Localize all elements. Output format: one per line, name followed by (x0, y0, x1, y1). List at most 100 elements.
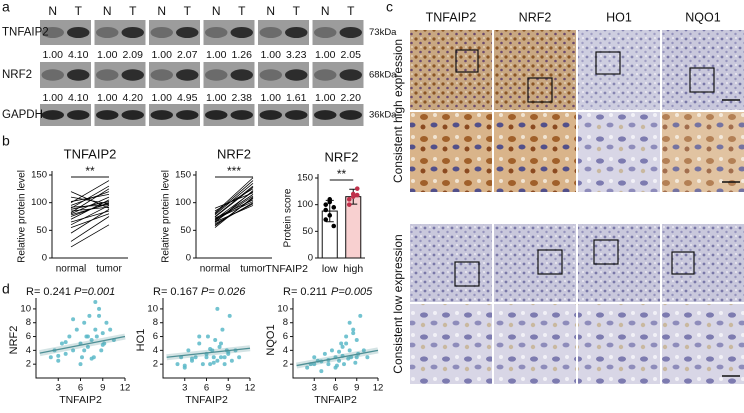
size-label: 73kDa (369, 27, 397, 38)
y-tick-label: 10 (20, 303, 31, 314)
lane-label: N (48, 4, 57, 18)
data-point (229, 358, 234, 363)
r-annotation: R= 0.167 (153, 286, 198, 298)
blot-band (67, 110, 90, 120)
ihc-image (494, 30, 576, 110)
column-title: NRF2 (519, 10, 552, 24)
blot-band (259, 110, 282, 120)
blot-band (41, 27, 64, 38)
pair-line (70, 193, 110, 202)
pair-line (214, 177, 254, 213)
blot-band (121, 110, 144, 120)
data-point (63, 351, 68, 356)
x-tick-label: 9 (226, 383, 231, 394)
lane-label: N (212, 4, 221, 18)
data-point (56, 353, 61, 358)
data-point (346, 197, 352, 202)
data-point (327, 213, 333, 218)
data-point (79, 355, 84, 360)
ratio-label: 1.00 (152, 49, 173, 61)
data-point (354, 355, 359, 360)
pair-line (214, 186, 254, 218)
lane-label: T (129, 4, 137, 18)
y-tick-label: 4 (26, 345, 31, 356)
data-point (190, 356, 194, 361)
data-point (346, 202, 352, 207)
pair-line (70, 191, 110, 206)
x-tick-label: high (343, 263, 363, 275)
data-point (365, 355, 370, 360)
data-point (97, 306, 102, 311)
ihc-image (494, 304, 576, 384)
pair-line (70, 201, 110, 210)
pair-line (214, 180, 254, 215)
p-annotation: P=0.001 (74, 286, 115, 298)
blot-band (285, 69, 308, 81)
blot-band (205, 27, 228, 38)
data-point (182, 363, 187, 368)
ihc-image (410, 30, 492, 110)
data-point (351, 331, 356, 336)
x-tick-label: 9 (354, 383, 359, 394)
ratio-label: 1.00 (43, 49, 64, 61)
axis-line (292, 298, 378, 379)
chart: 2 4 6 8 10 HO1 3 6 9 12 TNFAIP2 R= 0.167 P= 0.026 (135, 286, 255, 406)
axis-line (162, 298, 250, 379)
blot-strip (94, 104, 146, 126)
blot-band (176, 110, 199, 120)
data-point (104, 320, 109, 325)
data-point (193, 355, 198, 360)
ratio-label: 4.20 (123, 92, 144, 104)
data-point (63, 340, 68, 345)
data-point (312, 362, 317, 367)
ratio-label: 1.00 (97, 49, 118, 61)
y-tick-label: 8 (153, 317, 158, 328)
data-point (71, 348, 76, 353)
ihc-images (410, 30, 744, 384)
ihc-image (494, 112, 576, 192)
panel-label: c (386, 0, 393, 15)
blot-band (41, 69, 64, 81)
blot-band (314, 27, 337, 38)
ratio-label: 1.00 (152, 92, 173, 104)
blot-band (339, 110, 362, 120)
blot-band (259, 69, 282, 81)
y-tick-label: 0 (42, 253, 47, 264)
y-tick-label: 6 (26, 331, 31, 342)
pair-line (70, 224, 110, 248)
data-point (89, 356, 94, 361)
significance-label: *** (227, 164, 241, 178)
ihc-image (578, 304, 660, 384)
data-point (100, 331, 105, 336)
x-tick-label: tumor (96, 264, 122, 275)
blot-band (176, 27, 199, 38)
y-tick-label: 2 (26, 359, 31, 370)
x-axis-label: TNFAIP2 (314, 394, 357, 406)
ratio-label: 2.05 (341, 49, 362, 61)
data-point (312, 355, 317, 360)
row-label: NRF2 (2, 69, 32, 81)
blot-strip (258, 104, 309, 126)
axis-line (51, 171, 128, 259)
x-axis-label: TNFAIP2 (265, 263, 308, 275)
data-point (82, 320, 87, 325)
significance-label: ** (337, 167, 347, 181)
ratio-label: 3.23 (286, 49, 307, 61)
data-point (93, 300, 98, 304)
blot-band (150, 27, 173, 38)
data-point (351, 327, 356, 332)
row-label: TNFAIP2 (2, 27, 49, 39)
data-point (227, 313, 232, 318)
r-annotation: R= 0.241 (26, 286, 71, 298)
data-point (347, 320, 352, 325)
axis-line (35, 298, 125, 379)
ratio-label: 2.07 (177, 49, 198, 61)
blot-band (230, 27, 253, 38)
data-point (87, 313, 92, 318)
data-point (205, 334, 210, 339)
data-point (220, 327, 225, 332)
ratio-label: 1.00 (206, 49, 227, 61)
data-point (331, 205, 337, 210)
data-point (342, 362, 346, 367)
blot-strip (203, 104, 255, 126)
